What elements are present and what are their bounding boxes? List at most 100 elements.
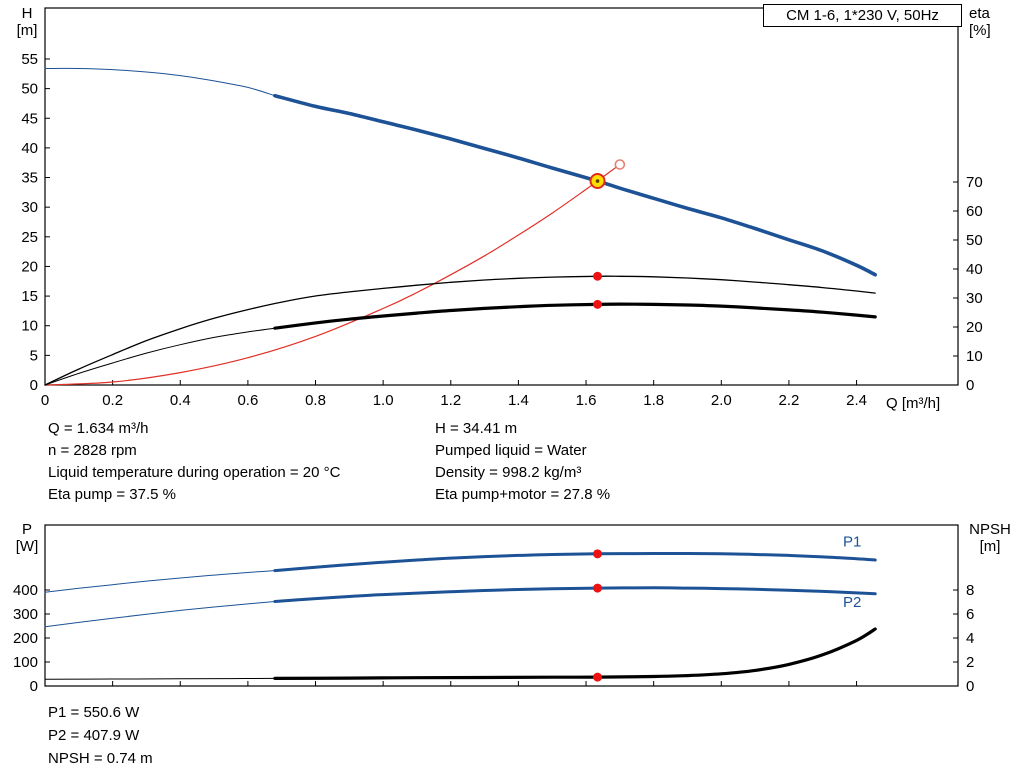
y-left-tick-label: 300 [13, 606, 38, 623]
p1-curve [273, 552, 877, 573]
plot-border [44, 7, 959, 386]
y-left-tick-label: 5 [30, 347, 38, 364]
npsh-curve-out-of-range [44, 677, 276, 680]
head-value-text: H = 34.41 m [435, 420, 518, 437]
y-left-tick-label: 100 [13, 654, 38, 671]
head-axis-label-unit: [m] [16, 22, 38, 39]
rated-point-open[interactable] [614, 159, 626, 170]
head-curve [273, 93, 877, 277]
y-left-tick-label: 0 [30, 678, 38, 695]
x-tick-label: 2.4 [846, 392, 867, 409]
system-curve [44, 163, 621, 386]
x-tick-label: 1.4 [508, 392, 529, 409]
pump-type-text: CM 1-6, 1*230 V, 50Hz [786, 7, 939, 24]
eta-axis-label-symbol: eta [969, 5, 990, 22]
y-left-tick-label: 15 [21, 288, 38, 305]
power-axis-label-symbol: P [21, 521, 32, 538]
y-left-tick-label: 50 [21, 81, 38, 98]
x-tick-label: 1.2 [440, 392, 461, 409]
y-right-tick-label: 0 [966, 678, 974, 695]
eta-axis-label-unit: [%] [969, 22, 991, 39]
eta-pump-motor-out-of-range [44, 327, 276, 386]
y-right-tick-label: 6 [966, 606, 974, 623]
y-right-tick-label: 4 [966, 630, 974, 647]
p2-value-text: P2 = 407.9 W [48, 727, 140, 744]
flow-axis-label: Q [m³/h] [886, 395, 986, 412]
y-right-tick-label: 2 [966, 654, 974, 671]
y-left-tick-label: 45 [21, 110, 38, 127]
y-left-tick-label: 55 [21, 51, 38, 68]
npsh-axis-label-unit: [m] [979, 538, 1001, 555]
duty-info-left: Q = 1.634 m³/h n = 2828 rpm Liquid tempe… [48, 418, 340, 506]
power-axis-label-unit: [W] [15, 538, 39, 555]
y-right-tick-label: 8 [966, 582, 974, 599]
eta-pump-motor-point [593, 299, 603, 309]
y-right-tick-label: 40 [966, 261, 983, 278]
bottom-chart: 0 100 200 300 400 0 2 4 6 8 P1 P2 [13, 524, 974, 695]
eta-pump-point [593, 271, 603, 281]
p2-curve [273, 586, 877, 603]
npsh-value-text: NPSH = 0.74 m [48, 750, 153, 767]
y-left-tick-label: 40 [21, 140, 38, 157]
head-axis-label: H [m] [6, 5, 48, 39]
plot-border [44, 524, 959, 687]
y-left-tick-label: 30 [21, 199, 38, 216]
pump-type-box: CM 1-6, 1*230 V, 50Hz [763, 4, 962, 27]
power-axis-label: P [W] [6, 521, 48, 555]
y-left-tick-label: 35 [21, 170, 38, 187]
curve-label-p1: P1 [843, 533, 861, 550]
eta-pump-text: Eta pump = 37.5 % [48, 486, 176, 503]
p1-curve-out-of-range [44, 570, 276, 593]
y-left-tick-label: 10 [21, 318, 38, 335]
x-tick-label: 1.6 [576, 392, 597, 409]
eta-pump-motor-curve [273, 302, 877, 330]
eta-pump-motor-text: Eta pump+motor = 27.8 % [435, 486, 611, 503]
x-tick-label: 0.8 [305, 392, 326, 409]
top-chart: 0 0.2 0.4 0.6 0.8 1.0 1.2 1.4 1.6 1.8 2.0 2.2 2.4 0 5 1… [21, 7, 983, 409]
y-left-tick-label: 400 [13, 582, 38, 599]
p1-value-text: P1 = 550.6 W [48, 704, 140, 721]
npsh-axis-label: NPSH [m] [962, 521, 1018, 555]
y-left-tick-label: 0 [30, 377, 38, 394]
y-right-tick-label: 10 [966, 348, 983, 365]
flow-value-text: Q = 1.634 m³/h [48, 420, 149, 437]
power-info: P1 = 550.6 W P2 = 407.9 W NPSH = 0.74 m [48, 701, 153, 770]
y-right-tick-label: 0 [966, 377, 974, 394]
liquid-temperature-text: Liquid temperature during operation = 20… [48, 464, 341, 481]
x-tick-label: 0.6 [237, 392, 258, 409]
x-tick-label: 2.0 [711, 392, 732, 409]
duty-point-center [595, 179, 600, 183]
y-right-tick-label: 60 [966, 203, 983, 220]
npsh-axis-label-symbol: NPSH [969, 521, 1011, 538]
p1-point [593, 549, 603, 559]
x-tick-label: 0.4 [170, 392, 191, 409]
head-curve-out-of-range [44, 67, 276, 97]
eta-axis-label: eta [%] [969, 5, 1019, 39]
y-right-tick-label: 70 [966, 174, 983, 191]
p2-curve-out-of-range [44, 601, 276, 628]
head-axis-label-symbol: H [21, 5, 33, 22]
flow-axis-label-text: Q [m³/h] [886, 395, 941, 412]
x-tick-label: 2.2 [778, 392, 799, 409]
y-left-tick-label: 200 [13, 630, 38, 647]
pumped-liquid-text: Pumped liquid = Water [435, 442, 587, 459]
npsh-point [593, 672, 603, 682]
x-tick-label: 0 [41, 392, 49, 409]
x-tick-label: 0.2 [102, 392, 123, 409]
duty-info-right: H = 34.41 m Pumped liquid = Water Densit… [435, 418, 610, 506]
y-right-tick-label: 50 [966, 232, 983, 249]
npsh-curve [273, 627, 877, 680]
eta-pump-curve [44, 275, 876, 386]
y-left-tick-label: 25 [21, 229, 38, 246]
y-right-tick-label: 30 [966, 290, 983, 307]
curve-label-p2: P2 [843, 594, 861, 611]
y-left-tick-label: 20 [21, 258, 38, 275]
x-tick-label: 1.8 [643, 392, 664, 409]
y-right-tick-label: 20 [966, 319, 983, 336]
p2-point [593, 583, 603, 593]
density-text: Density = 998.2 kg/m³ [435, 464, 582, 481]
x-tick-label: 1.0 [373, 392, 394, 409]
speed-value-text: n = 2828 rpm [48, 442, 137, 459]
